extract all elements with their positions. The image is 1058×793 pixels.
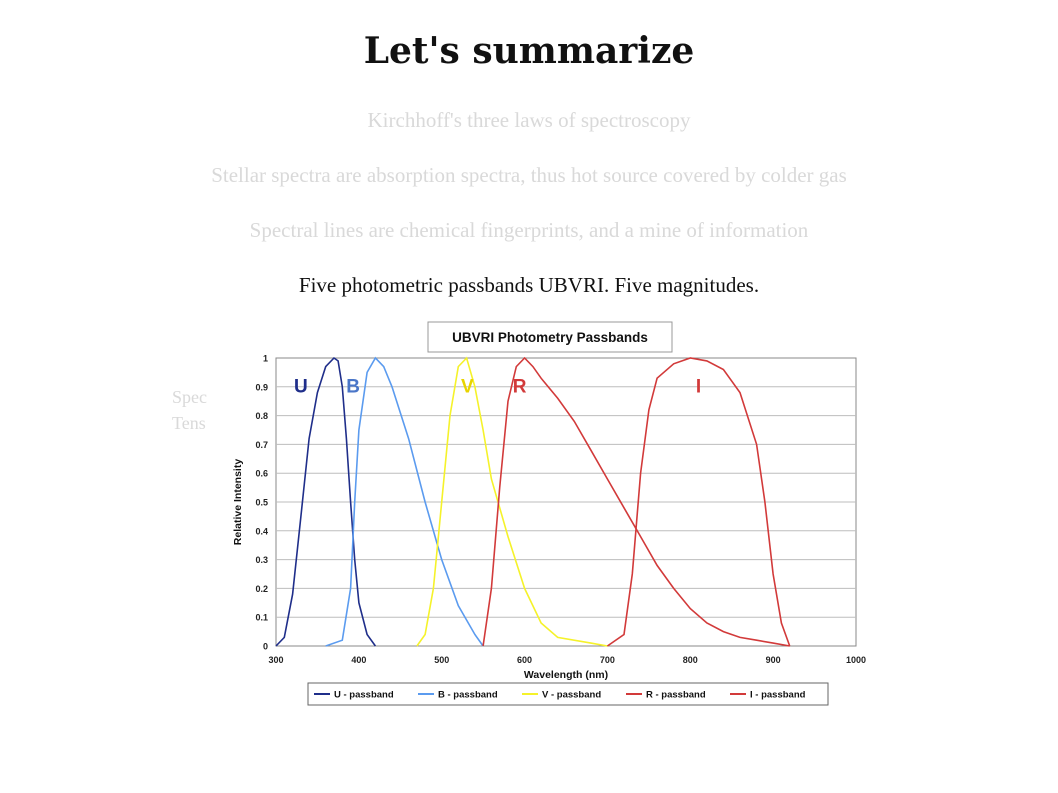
series-line-r: [482, 356, 790, 647]
legend-label-v: V - passband: [542, 690, 601, 701]
band-letter-i: I: [696, 377, 701, 398]
legend-box: [307, 682, 829, 706]
summary-line-2: Stellar spectra are absorption spectra, …: [211, 163, 847, 187]
chart-title-box: [427, 321, 673, 353]
chart-title: UBVRI Photometry Passbands: [452, 330, 648, 345]
x-tick-label: 900: [766, 655, 781, 665]
y-axis-label: Relative Intensity: [232, 459, 244, 546]
x-tick-label: 500: [434, 655, 449, 665]
summary-line-3: Spectral lines are chemical fingerprints…: [249, 218, 809, 242]
legend-label-b: B - passband: [438, 690, 498, 701]
legend-label-u: U - passband: [334, 690, 394, 701]
x-tick-label: 400: [351, 655, 366, 665]
y-tick-label: 0.2: [255, 584, 268, 594]
slide-title: Let's summarize: [363, 30, 695, 72]
x-tick-label: 700: [600, 655, 615, 665]
band-letter-b: B: [346, 377, 360, 398]
y-tick-label: 0.8: [255, 411, 268, 421]
hidden-text-fragment-1: Spec: [172, 387, 207, 407]
legend-label-r: R - passband: [646, 690, 706, 701]
y-tick-label: 0.6: [255, 469, 268, 479]
band-letter-r: R: [513, 377, 527, 398]
y-tick-label: 0.9: [255, 382, 268, 392]
x-tick-label: 600: [517, 655, 532, 665]
passband-chart-svg: UBVRI Photometry Passbands 0 0.1 0.2 0.3 0.4 0…: [232, 321, 866, 706]
x-axis-label: Wavelength (nm): [524, 669, 608, 681]
x-tick-label: 800: [683, 655, 698, 665]
x-tick-label: 1000: [846, 655, 866, 665]
band-letter-v: V: [461, 377, 474, 398]
series-line-v: [416, 356, 608, 647]
y-tick-label: 0.1: [255, 613, 268, 623]
hidden-text-fragment-2: Tens: [172, 413, 206, 433]
band-letter-u: U: [294, 377, 308, 398]
x-tick-label: 300: [268, 655, 283, 665]
series-line-u: [275, 356, 377, 647]
series-line-b: [325, 356, 484, 647]
summary-line-4: Five photometric passbands UBVRI. Five m…: [298, 273, 760, 297]
legend-label-i: I - passband: [750, 690, 806, 701]
series-line-i: [606, 357, 791, 647]
y-tick-label: 0.5: [255, 498, 268, 508]
y-tick-label: 0.7: [255, 440, 268, 450]
y-tick-label: 1: [263, 354, 268, 364]
summary-line-1: Kirchhoff's three laws of spectroscopy: [367, 108, 691, 132]
y-tick-label: 0: [263, 642, 268, 652]
y-tick-label: 0.3: [255, 555, 268, 565]
y-tick-label: 0.4: [255, 526, 268, 536]
passband-chart: UBVRI Photometry Passbands 0 0.1 0.2 0.3 0.4 0…: [220, 318, 880, 723]
